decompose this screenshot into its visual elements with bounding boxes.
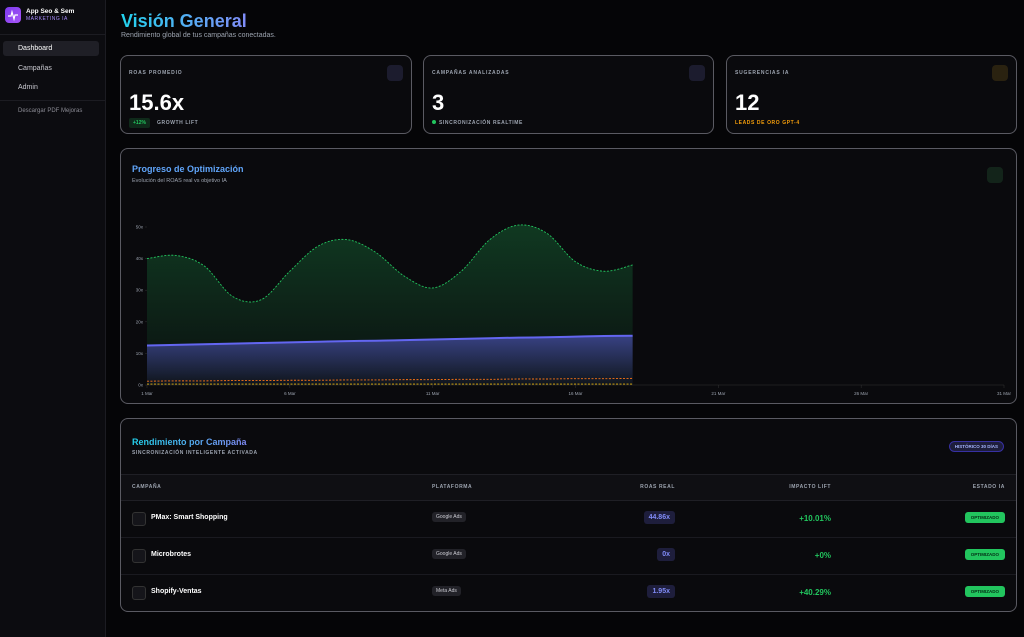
kpi-card: SUGERENCIAS IA 12 LEADS DE ORO GPT-4 — [726, 55, 1017, 134]
row-icon — [132, 512, 146, 526]
sidebar: App Seo & Sem MARKETING IA Dashboard Cam… — [0, 0, 106, 637]
kpi-value: 12 — [735, 90, 760, 115]
table-card: Rendimiento por Campaña SINCRONIZACIÓN I… — [120, 418, 1017, 612]
y-tick-label: 40x — [136, 256, 144, 261]
app-name: App Seo & Sem — [26, 8, 75, 15]
area — [147, 335, 633, 385]
x-tick-label: 11 Mar — [426, 391, 440, 396]
nav-item[interactable]: Admin — [18, 84, 38, 91]
page-subtitle: Rendimiento global de tus campañas conec… — [121, 32, 276, 39]
campaign-name: PMax: Smart Shopping — [151, 514, 228, 521]
kpi-card: ROAS PROMEDIO 15.6x +12% GROWTH LIFT — [120, 55, 412, 134]
lift: +40.29% — [799, 588, 831, 597]
campaign-name: Microbrotes — [151, 551, 192, 558]
roas: 0x — [657, 548, 675, 561]
app-tagline: MARKETING IA — [26, 16, 68, 22]
kpi-label: CAMPAÑAS ANALIZADAS — [432, 70, 510, 76]
x-tick-label: 6 Mar — [284, 391, 296, 396]
row-icon — [132, 549, 146, 563]
line — [146, 377, 633, 382]
line — [146, 334, 633, 347]
x-tick-label: 21 Mar — [711, 391, 726, 396]
x-tick-label: 16 Mar — [568, 391, 583, 396]
row-divider — [121, 611, 1017, 612]
kpi-icon — [387, 65, 403, 81]
row-divider — [121, 574, 1016, 575]
y-tick-label: 50x — [136, 225, 144, 230]
kpi-value: 15.6x — [129, 90, 185, 115]
roas: 1.95x — [647, 585, 675, 598]
platform: Google Ads — [432, 512, 466, 522]
chart: Progreso de Optimización Evolución del R… — [132, 164, 1012, 396]
download-link[interactable]: Descargar PDF Mejoras — [18, 108, 83, 114]
kpi-card: CAMPAÑAS ANALIZADAS 3 SINCRONIZACIÓN REA… — [423, 55, 714, 134]
x-tick-label: 31 Mar — [997, 391, 1012, 396]
logo-icon — [8, 9, 18, 22]
lift: +10.01% — [799, 514, 831, 523]
y-tick-label: 30x — [136, 288, 144, 293]
kpi-badge: +12% — [129, 118, 150, 128]
chart-title: Progreso de Optimización — [132, 164, 244, 174]
table-subtitle: SINCRONIZACIÓN INTELIGENTE ACTIVADA — [132, 450, 258, 456]
kpi-label: ROAS PROMEDIO — [129, 70, 183, 76]
y-tick-label: 10x — [136, 351, 144, 356]
y-tick-label: 0x — [138, 383, 144, 388]
lift: +0% — [814, 551, 831, 560]
kpi-icon — [992, 65, 1008, 81]
column-header: CAMPAÑA — [132, 484, 162, 490]
column-header: ESTADO IA — [972, 484, 1005, 490]
y-tick-label: 20x — [136, 319, 144, 324]
chart-card: Progreso de Optimización Evolución del R… — [120, 148, 1017, 404]
status: OPTIMIZADO — [964, 549, 1005, 560]
kpi-value: 3 — [432, 90, 445, 115]
nav-item[interactable]: Campañas — [18, 65, 52, 72]
column-header: PLATAFORMA — [432, 484, 473, 490]
roas: 44.86x — [643, 511, 675, 524]
row-icon — [132, 586, 146, 600]
table-header — [121, 474, 1016, 501]
kpi-note: SINCRONIZACIÓN REALTIME — [439, 120, 523, 126]
nav-item[interactable]: Dashboard — [3, 41, 99, 56]
range-badge[interactable]: HISTÓRICO 30 DÍAS — [948, 441, 1004, 452]
platform: Google Ads — [432, 549, 466, 559]
status: OPTIMIZADO — [964, 586, 1005, 597]
kpi-label: SUGERENCIAS IA — [735, 70, 790, 76]
chart-subtitle: Evolución del ROAS real vs objetivo IA — [132, 178, 227, 184]
column-header: ROAS REAL — [640, 484, 675, 490]
line — [146, 224, 633, 303]
table-title: Rendimiento por Campaña — [132, 437, 247, 447]
kpi-icon — [689, 65, 705, 81]
logo — [5, 7, 21, 23]
row-divider — [121, 537, 1016, 538]
campaign-name: Shopify-Ventas — [151, 588, 202, 595]
divider — [0, 34, 106, 35]
x-tick-label: 1 Mar — [141, 391, 153, 396]
x-tick-label: 26 Mar — [854, 391, 869, 396]
chart-icon — [987, 167, 1003, 183]
kpi-note: GROWTH LIFT — [157, 120, 199, 126]
status-dot — [432, 120, 436, 124]
kpi-note: LEADS DE ORO GPT-4 — [735, 120, 800, 126]
status: OPTIMIZADO — [964, 512, 1005, 523]
divider — [0, 100, 106, 101]
column-header: IMPACTO LIFT — [789, 484, 831, 490]
platform: Meta Ads — [432, 586, 461, 596]
page-title: Visión General — [121, 11, 247, 31]
